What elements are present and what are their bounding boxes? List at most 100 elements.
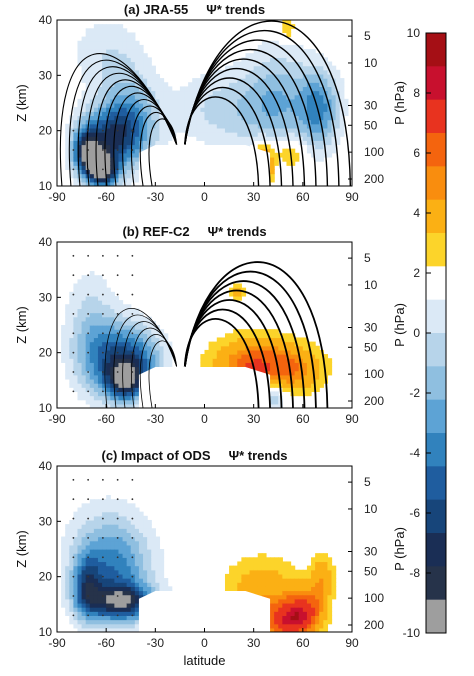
trend-cell: [130, 374, 136, 380]
trend-cell: [97, 36, 103, 42]
trend-cell: [167, 341, 173, 347]
trend-cell: [138, 316, 144, 322]
trend-cell: [339, 127, 345, 133]
trend-cell: [298, 345, 304, 351]
trend-cell: [327, 115, 333, 121]
trend-cell: [134, 165, 140, 170]
trend-cell: [208, 132, 214, 137]
trend-cell: [253, 73, 259, 79]
trend-cell: [298, 82, 304, 87]
trend-cell: [110, 329, 115, 334]
trend-cell: [274, 103, 279, 108]
trend-cell: [122, 549, 128, 554]
trend-cell: [159, 362, 165, 368]
trend-cell: [102, 370, 107, 376]
trend-cell: [77, 573, 83, 579]
trend-cell: [192, 123, 197, 129]
trend-cell: [126, 515, 132, 521]
trend-cell: [93, 49, 99, 54]
trend-cell: [261, 44, 267, 50]
trend-cell: [335, 69, 341, 75]
trend-cell: [81, 90, 87, 96]
trend-cell: [102, 312, 107, 318]
trend-cell: [249, 94, 255, 100]
trend-cell: [106, 345, 111, 351]
trend-cell: [270, 78, 275, 83]
trend-cell: [147, 578, 152, 583]
trend-cell: [122, 594, 128, 600]
trend-cell: [73, 383, 79, 388]
trend-cell: [110, 69, 115, 75]
trend-cell: [302, 383, 308, 388]
trend-cell: [89, 349, 95, 355]
x-tick-label: 0: [201, 412, 208, 426]
trend-cell: [89, 98, 95, 104]
trend-cell: [81, 611, 87, 616]
trend-cell: [290, 358, 296, 363]
trend-cell: [122, 619, 128, 625]
trend-cell: [138, 573, 144, 579]
trend-cell: [114, 337, 120, 343]
colorbar-tick-label: -2: [409, 386, 420, 400]
stipple-dot: [72, 313, 75, 315]
trend-cell: [89, 362, 95, 368]
trend-cell: [97, 333, 103, 339]
trend-cell: [229, 578, 234, 583]
trend-cell: [130, 615, 136, 621]
trend-cell: [204, 362, 210, 368]
trend-cell: [274, 156, 279, 162]
trend-cell: [147, 329, 152, 334]
trend-cell: [106, 544, 111, 550]
trend-cell: [138, 69, 144, 75]
trend-cell: [147, 544, 152, 550]
trend-cell: [216, 73, 222, 79]
colorbar-swatch: [426, 533, 446, 567]
trend-cell: [106, 291, 111, 297]
trend-cell: [331, 111, 337, 117]
trend-cell: [118, 304, 124, 309]
trend-cell: [134, 549, 140, 554]
trend-cell: [319, 557, 324, 563]
trend-cell: [73, 283, 79, 289]
trend-cell: [282, 86, 288, 92]
trend-cell: [147, 82, 152, 87]
trend-cell: [294, 586, 300, 592]
trend-cell: [323, 553, 329, 558]
trend-cell: [315, 57, 320, 63]
trend-cell: [290, 115, 296, 121]
trend-cell: [110, 366, 115, 372]
trend-cell: [327, 569, 333, 575]
trend-cell: [237, 283, 242, 289]
trend-cell: [270, 573, 275, 579]
trend-cell: [302, 140, 308, 146]
trend-cell: [134, 511, 140, 517]
trend-cell: [224, 123, 230, 129]
trend-cell: [265, 94, 271, 100]
trend-cell: [114, 73, 120, 79]
trend-cell: [315, 615, 320, 621]
trend-cell: [110, 161, 115, 166]
trend-cell: [77, 173, 83, 179]
trend-cell: [85, 40, 91, 46]
trend-cell: [122, 532, 128, 538]
trend-cell: [89, 36, 95, 42]
y-tick-label: 10: [39, 625, 53, 639]
trend-cell: [265, 354, 271, 359]
trend-cell: [122, 337, 128, 343]
trend-cell: [73, 594, 79, 600]
trend-cell: [102, 295, 107, 301]
trend-cell: [85, 32, 91, 38]
trend-cell: [315, 73, 320, 79]
trend-cell: [126, 333, 132, 339]
trend-cell: [77, 532, 83, 538]
trend-cell: [151, 553, 156, 558]
trend-cell: [147, 119, 152, 125]
stipple-dot: [131, 149, 134, 151]
trend-cell: [212, 358, 218, 363]
trend-cell: [286, 383, 292, 388]
trend-cell: [216, 349, 222, 355]
trend-cell: [106, 524, 111, 529]
trend-cell: [77, 44, 83, 50]
trend-cell: [302, 586, 308, 592]
